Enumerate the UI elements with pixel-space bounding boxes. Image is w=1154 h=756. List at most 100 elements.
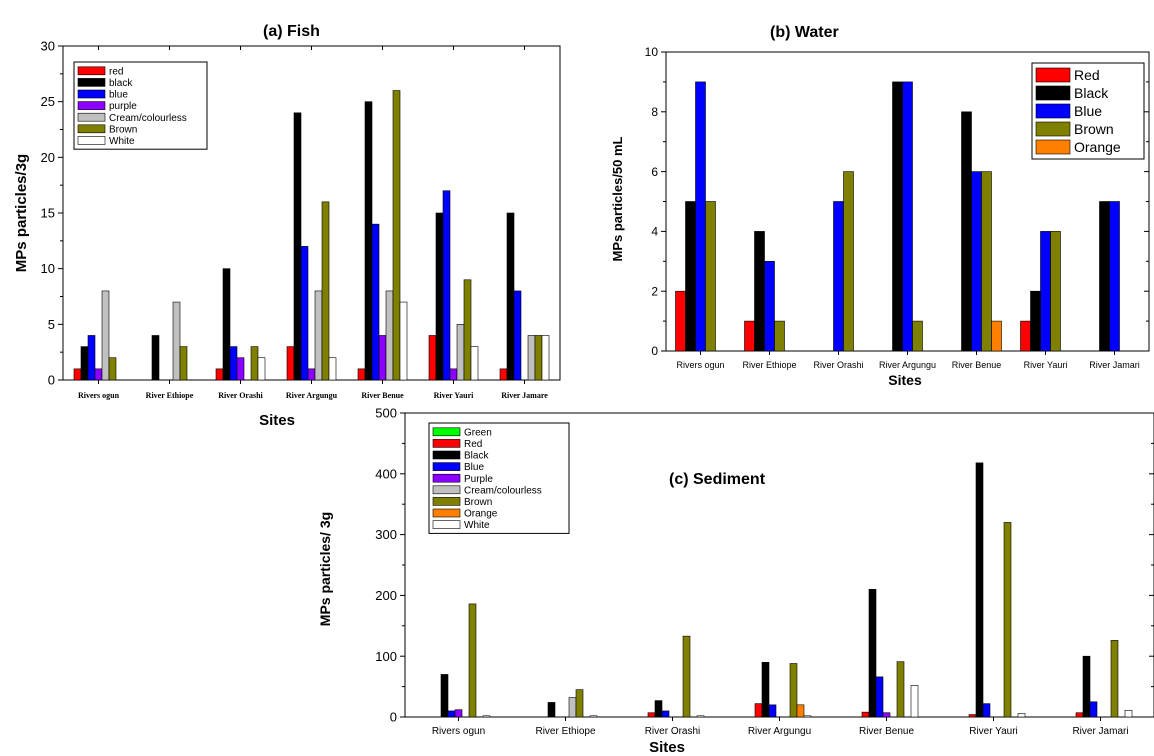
- legend-label: White: [109, 136, 135, 147]
- y-tick-label: 6: [651, 165, 658, 179]
- bar-sediment-4-6: [896, 661, 905, 718]
- bar-sediment-3-1: [754, 703, 763, 718]
- bar-sediment-2-6: [682, 635, 691, 718]
- bar-sediment-5-3: [982, 703, 991, 718]
- legend-swatch: [1035, 121, 1071, 137]
- bar-sediment-6-3: [1089, 701, 1098, 718]
- legend-swatch: [77, 89, 106, 99]
- bar-sediment-5-6: [1003, 522, 1012, 718]
- bar-fish-5-5: [463, 279, 472, 381]
- y-tick-label: 10: [41, 261, 55, 276]
- bar-water-1-2: [764, 260, 775, 352]
- bar-sediment-6-2: [1082, 655, 1091, 718]
- legend-swatch: [77, 66, 106, 76]
- bar-fish-2-6: [257, 357, 266, 381]
- bar-fish-4-2: [371, 223, 380, 381]
- bar-fish-0-4: [101, 290, 110, 381]
- bar-water-5-3: [1050, 231, 1061, 352]
- bar-water-3-2: [902, 81, 913, 352]
- bar-sediment-0-2: [440, 674, 449, 718]
- legend-swatch: [1035, 85, 1071, 101]
- bar-fish-0-2: [87, 335, 96, 381]
- bar-fish-6-0: [499, 368, 508, 381]
- legend-label: Red: [464, 439, 482, 450]
- bar-sediment-1-5: [568, 697, 577, 718]
- bar-sediment-2-3: [661, 710, 670, 718]
- bar-sediment-4-3: [875, 676, 884, 718]
- bar-water-0-1: [685, 201, 696, 352]
- y-tick-label: 25: [41, 94, 55, 109]
- x-tick-label: River Orashi: [645, 726, 701, 737]
- bar-sediment-5-1: [968, 714, 977, 718]
- legend-swatch: [77, 101, 106, 110]
- y-axis-label: MPs particles/3g: [13, 154, 30, 272]
- bar-fish-4-5: [392, 90, 401, 381]
- x-tick-label: Rivers ogun: [78, 391, 120, 400]
- y-tick-label: 10: [645, 45, 659, 59]
- bar-fish-2-2: [229, 346, 238, 381]
- chart-title: (b) Water: [770, 24, 839, 41]
- legend-label: Blue: [1074, 103, 1102, 119]
- bar-fish-3-3: [307, 368, 316, 381]
- x-axis-label: Sites: [649, 739, 685, 756]
- bar-water-4-2: [971, 171, 982, 352]
- legend-label: Orange: [1074, 139, 1121, 155]
- bar-sediment-0-4: [454, 709, 463, 718]
- x-tick-label: Rivers ogun: [432, 726, 485, 737]
- bar-sediment-1-6: [575, 689, 584, 718]
- bar-sediment-3-2: [761, 661, 770, 718]
- legend-swatch: [1035, 67, 1071, 83]
- legend-label: Green: [464, 427, 492, 438]
- bar-fish-5-0: [428, 335, 437, 381]
- y-tick-label: 0: [651, 344, 658, 358]
- legend-swatch: [432, 439, 461, 448]
- y-tick-label: 100: [375, 649, 397, 664]
- bar-water-3-3: [912, 320, 923, 352]
- y-tick-label: 500: [375, 406, 397, 421]
- legend-swatch: [1035, 103, 1071, 119]
- bar-fish-6-5: [534, 335, 543, 381]
- bar-sediment-6-6: [1110, 640, 1119, 718]
- legend-swatch: [432, 462, 461, 471]
- chart-title: (c) Sediment: [669, 471, 766, 488]
- y-tick-label: 4: [651, 225, 658, 239]
- bar-fish-1-5: [179, 346, 188, 381]
- bar-water-2-3: [843, 171, 854, 352]
- bar-water-6-1: [1099, 201, 1110, 352]
- bar-sediment-4-4: [882, 712, 891, 718]
- bar-sediment-0-8: [482, 715, 491, 718]
- bar-fish-2-3: [236, 357, 245, 381]
- x-tick-label: River Ethiope: [742, 360, 796, 370]
- y-axis-label: MPs particles/ 3g: [317, 512, 333, 626]
- y-tick-label: 15: [41, 206, 55, 221]
- bar-sediment-4-2: [868, 589, 877, 718]
- bar-sediment-0-3: [447, 710, 456, 718]
- x-axis-label: Sites: [259, 412, 295, 429]
- legend-label: purple: [109, 101, 137, 112]
- y-tick-label: 0: [390, 710, 397, 725]
- fish-chart: Rivers ogun River Ethiope River Orashi Rive…: [13, 23, 561, 429]
- bar-water-4-3: [981, 171, 992, 352]
- bar-fish-5-2: [442, 190, 451, 381]
- y-tick-label: 20: [41, 150, 55, 165]
- bar-water-6-2: [1109, 201, 1120, 352]
- y-tick-label: 8: [651, 105, 658, 119]
- bar-sediment-3-6: [789, 663, 798, 718]
- water-chart: Rivers ogun River Ethiope River Orashi Rive…: [610, 24, 1150, 388]
- legend-label: Purple: [464, 474, 493, 485]
- legend-label: black: [109, 78, 133, 89]
- bar-fish-5-3: [449, 368, 458, 381]
- legend-swatch: [1035, 139, 1071, 155]
- bar-fish-2-5: [250, 346, 259, 381]
- legend-swatch: [432, 497, 461, 506]
- bar-water-0-2: [695, 81, 706, 352]
- bar-water-1-3: [774, 320, 785, 352]
- bar-sediment-4-8: [910, 685, 919, 718]
- legend-label: Red: [1074, 67, 1100, 83]
- bar-water-5-1: [1030, 290, 1041, 352]
- bar-fish-4-4: [385, 290, 394, 381]
- x-tick-label: River Yauri: [434, 391, 475, 400]
- bar-sediment-2-8: [696, 715, 705, 718]
- x-tick-label: River Jamari: [1072, 726, 1128, 737]
